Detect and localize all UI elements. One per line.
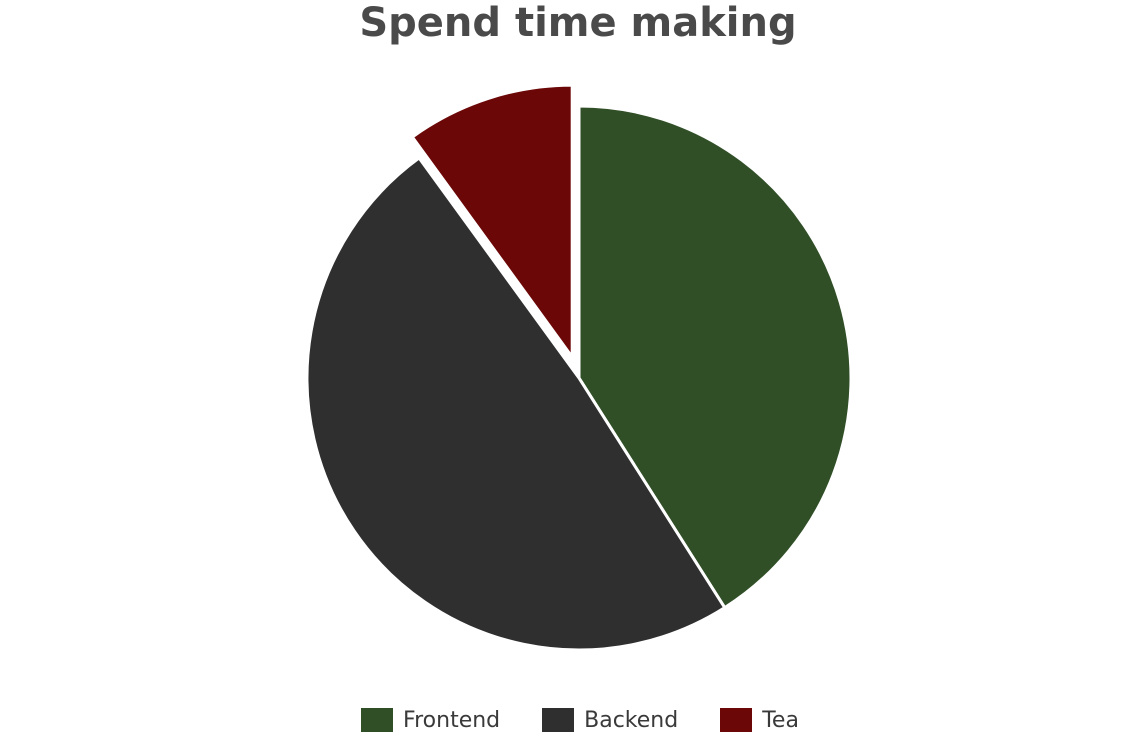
pie-slice-backend[interactable] [305, 156, 727, 652]
legend-label-backend: Backend [584, 707, 679, 733]
legend-item-backend[interactable]: Backend [542, 708, 678, 733]
legend-swatch-tea [720, 708, 753, 732]
pie-slice-frontend[interactable] [577, 104, 853, 610]
pie-slice-tea[interactable] [410, 83, 574, 359]
legend-swatch-frontend [361, 708, 394, 732]
chart-title: Spend time making [359, 0, 797, 46]
legend-label-tea: Tea [762, 707, 799, 733]
legend-item-frontend[interactable]: Frontend [361, 708, 500, 733]
legend-item-tea[interactable]: Tea [720, 708, 799, 733]
chart-legend: Frontend Backend Tea [0, 700, 1133, 740]
legend-label-frontend: Frontend [403, 707, 501, 733]
legend-swatch-backend [542, 708, 575, 732]
pie-chart [305, 83, 853, 652]
